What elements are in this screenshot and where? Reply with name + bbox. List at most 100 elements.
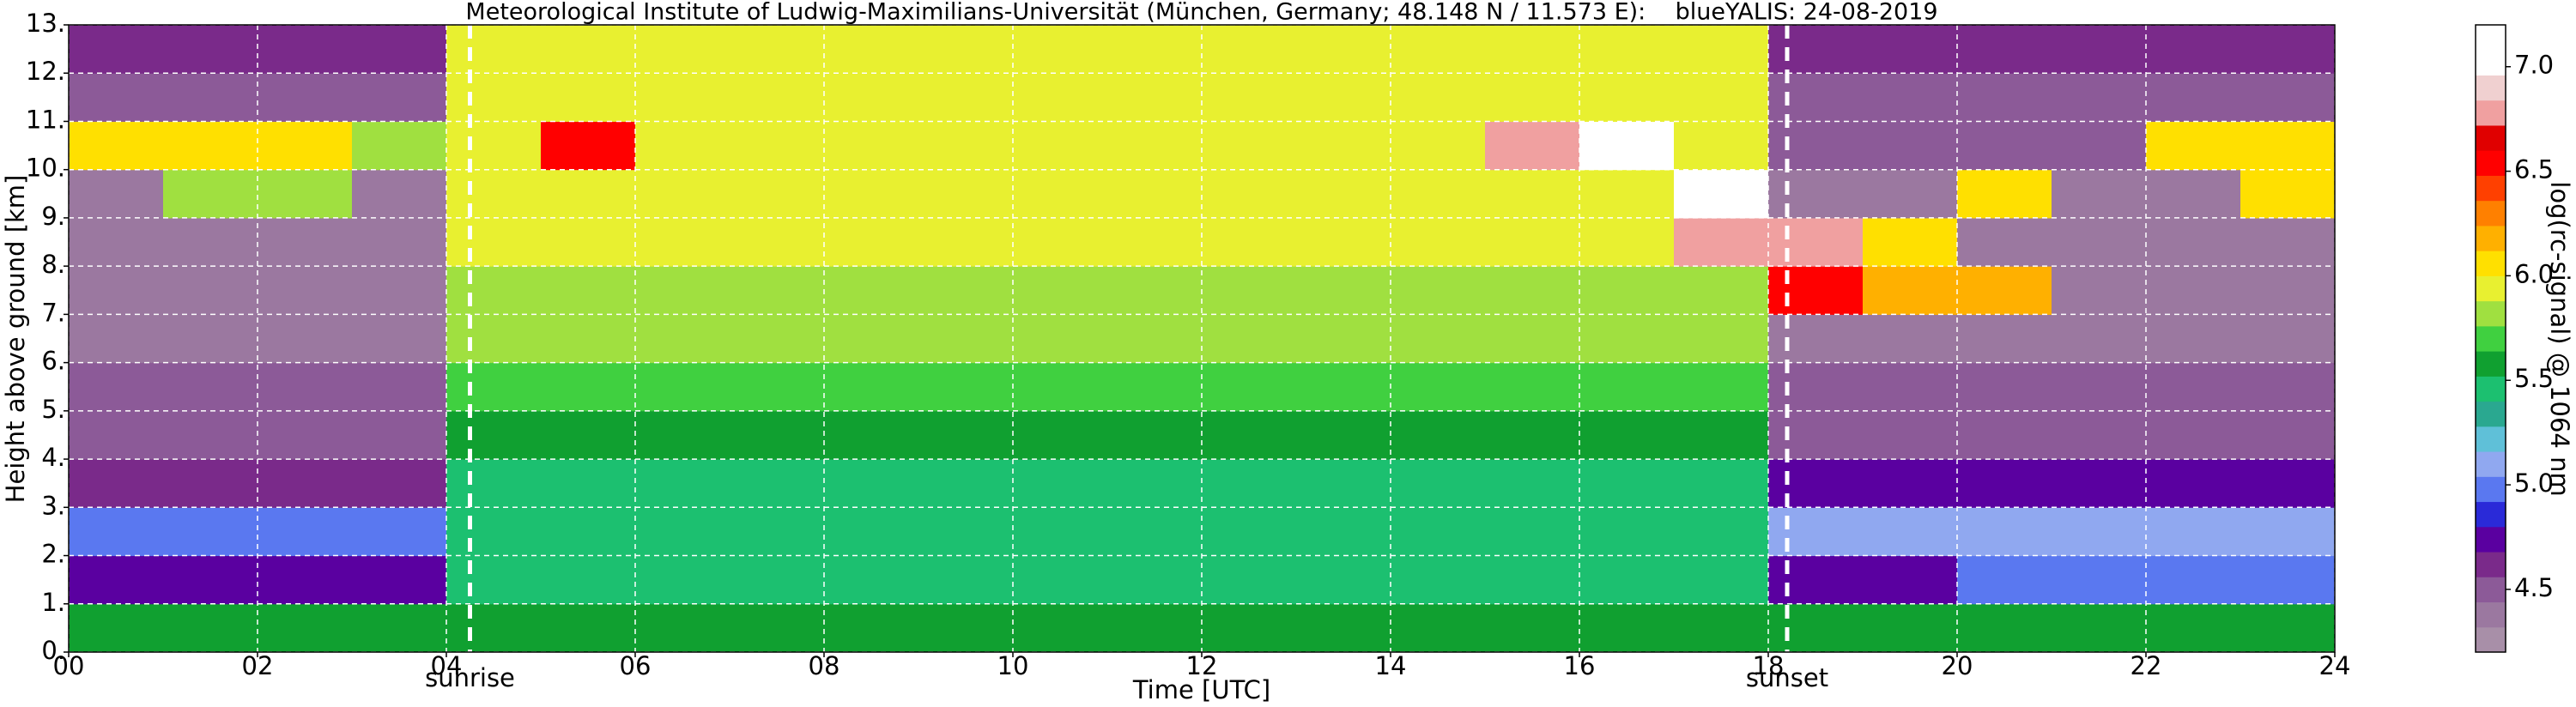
heatmap-cell — [1107, 555, 1203, 605]
heatmap-cell — [1391, 459, 1486, 508]
heatmap-cell — [918, 314, 1014, 364]
heatmap-cell — [1485, 362, 1580, 412]
heatmap-cell — [1768, 217, 1864, 267]
heatmap-cell — [2146, 266, 2241, 315]
heatmap-cell — [352, 25, 447, 74]
heatmap-cell — [1296, 555, 1391, 605]
colorbar-segment — [2476, 351, 2506, 377]
heatmap-cell — [918, 555, 1014, 605]
heatmap-cell — [258, 169, 353, 219]
heatmap-cell — [730, 266, 825, 315]
heatmap-cell — [1863, 217, 1958, 267]
chart-title: Meteorological Institute of Ludwig-Maxim… — [465, 0, 1937, 26]
heatmap-cell — [1863, 555, 1958, 605]
heatmap-cell — [1579, 25, 1675, 74]
heatmap-cell — [1391, 603, 1486, 653]
heatmap-cell — [635, 507, 730, 557]
heatmap-cell — [918, 603, 1014, 653]
heatmap-cell — [2146, 73, 2241, 122]
heatmap-cell — [2052, 603, 2147, 653]
heatmap-cell — [1202, 169, 1297, 219]
heatmap-cell — [1296, 217, 1391, 267]
heatmap-cell — [1485, 603, 1580, 653]
heatmap-cell — [1579, 555, 1675, 605]
heatmap-cell — [918, 362, 1014, 412]
heatmap-cell — [1202, 266, 1297, 315]
heatmap-cell — [1863, 121, 1958, 171]
heatmap-cell — [1485, 507, 1580, 557]
heatmap-cell — [824, 603, 919, 653]
heatmap-cell — [2240, 266, 2336, 315]
heatmap-cell — [1957, 121, 2052, 171]
heatmap-cell — [1485, 169, 1580, 219]
heatmap-cell — [1863, 25, 1958, 74]
heatmap-cell — [730, 603, 825, 653]
colorbar-segment — [2476, 526, 2506, 553]
heatmap-cell — [1202, 121, 1297, 171]
colorbar-segment — [2476, 325, 2506, 352]
heatmap-cell — [541, 362, 636, 412]
heatmap-cell — [1013, 121, 1108, 171]
heatmap-cell — [163, 73, 258, 122]
heatmap-cell — [541, 121, 636, 171]
heatmap-cell — [446, 362, 542, 412]
heatmap-cell — [635, 555, 730, 605]
heatmap-cell — [352, 73, 447, 122]
heatmap-cell — [1863, 169, 1958, 219]
heatmap-cell — [1485, 555, 1580, 605]
heatmap-cell — [1485, 459, 1580, 508]
colorbar-segment — [2476, 275, 2506, 302]
heatmap-cell — [918, 266, 1014, 315]
heatmap-cell — [541, 169, 636, 219]
heatmap-cell — [1202, 25, 1297, 74]
heatmap-cell — [635, 73, 730, 122]
heatmap-cell — [2146, 25, 2241, 74]
heatmap-cell — [163, 603, 258, 653]
heatmap-cell — [824, 507, 919, 557]
heatmap-cell — [1013, 555, 1108, 605]
heatmap-cell — [1579, 507, 1675, 557]
heatmap-cell — [258, 459, 353, 508]
annotation-label: sunset — [1746, 663, 1828, 692]
colorbar-segment — [2476, 150, 2506, 176]
y-tick-label: 13. — [26, 9, 65, 38]
heatmap-cell — [541, 555, 636, 605]
heatmap-cell — [824, 410, 919, 460]
heatmap-cell — [1768, 169, 1864, 219]
heatmap-cell — [918, 121, 1014, 171]
heatmap-cell — [163, 555, 258, 605]
heatmap-cell — [824, 362, 919, 412]
heatmap-cell — [446, 73, 542, 122]
heatmap-cell — [258, 217, 353, 267]
heatmap-cell — [918, 410, 1014, 460]
heatmap-cell — [258, 73, 353, 122]
x-tick-label: 06 — [620, 651, 652, 680]
colorbar-segment — [2476, 577, 2506, 603]
heatmap-cell — [1957, 217, 2052, 267]
heatmap-cell — [446, 121, 542, 171]
heatmap-cell — [258, 362, 353, 412]
heatmap-cell — [1107, 25, 1203, 74]
heatmap-cell — [1391, 25, 1486, 74]
heatmap-cell — [1391, 169, 1486, 219]
heatmap-cell — [2052, 25, 2147, 74]
heatmap-cell — [1485, 121, 1580, 171]
y-tick-label: 8. — [41, 250, 65, 279]
heatmap-cell — [69, 217, 164, 267]
heatmap-cell — [163, 217, 258, 267]
heatmap-cell — [730, 169, 825, 219]
heatmap-cell — [1674, 25, 1769, 74]
heatmap-cell — [1957, 555, 2052, 605]
heatmap-cell — [1768, 266, 1864, 315]
heatmap-cell — [730, 217, 825, 267]
colorbar-segment — [2476, 225, 2506, 251]
heatmap-cell — [2240, 169, 2336, 219]
heatmap-cell — [1674, 459, 1769, 508]
heatmap-cell — [541, 314, 636, 364]
heatmap-cell — [1391, 73, 1486, 122]
heatmap-cell — [541, 217, 636, 267]
heatmap-cell — [1013, 507, 1108, 557]
heatmap-cell — [1296, 266, 1391, 315]
heatmap-cell — [1013, 603, 1108, 653]
heatmap-cell — [1768, 362, 1864, 412]
